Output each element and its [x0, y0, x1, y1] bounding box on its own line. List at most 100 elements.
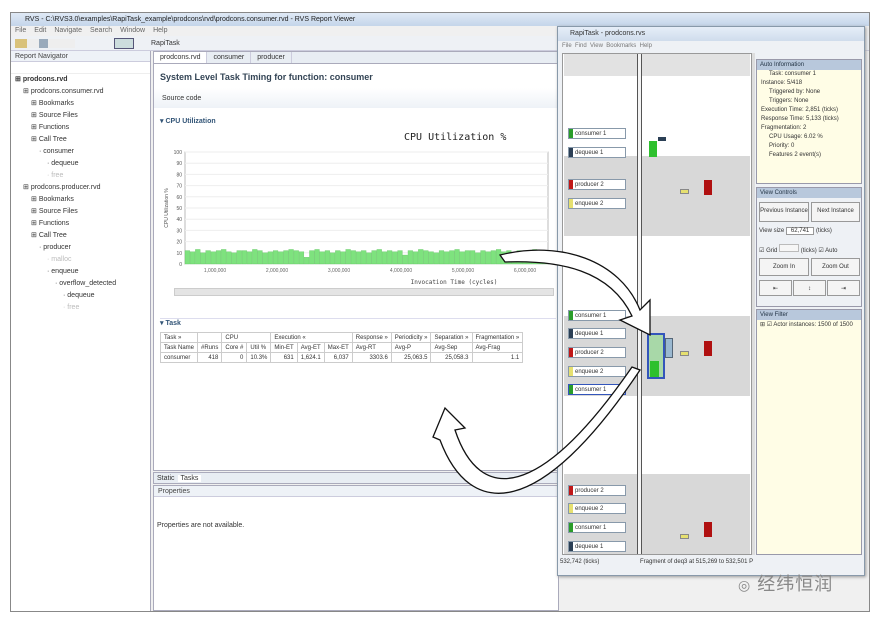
tree-item[interactable]: · free	[63, 304, 80, 311]
previous-instance-button[interactable]: Previous Instance	[759, 202, 809, 222]
auto-info-line: Response Time: 5,133 (ticks)	[761, 116, 839, 122]
actor-instances-filter[interactable]: ⊞ ☑ Actor instances: 1500 of 1500	[760, 322, 853, 328]
enqueue-block[interactable]	[680, 351, 689, 356]
view-filter-panel: View Filter ⊞ ☑ Actor instances: 1500 of…	[756, 309, 862, 555]
actor-label[interactable]: dequeue 1	[568, 328, 626, 339]
dequeue-block[interactable]	[658, 137, 666, 141]
tree-item[interactable]: · malloc	[47, 256, 72, 263]
tab-producer[interactable]: producer	[251, 52, 292, 63]
layout-toggle-button[interactable]	[114, 38, 134, 49]
menu-file[interactable]: File	[15, 27, 27, 34]
chart-horizontal-scrollbar[interactable]	[174, 288, 554, 296]
cpu-section-label: CPU Utilization	[165, 118, 216, 125]
tree-item[interactable]: ⊞ Call Tree	[31, 232, 67, 239]
grid-checkbox[interactable]: ☑	[759, 248, 765, 254]
actor-label[interactable]: producer 2	[568, 485, 626, 496]
producer-block[interactable]	[704, 341, 712, 356]
menu-navigate[interactable]: Navigate	[54, 27, 82, 34]
menu-help[interactable]: Help	[639, 43, 652, 49]
editor: prodcons.rvd consumer producer System Le…	[153, 51, 559, 471]
task-section[interactable]: ▾ Task	[160, 318, 556, 327]
actor-label[interactable]: producer 2	[568, 179, 626, 190]
cpu-utilization-section[interactable]: ▾ CPU Utilization	[160, 118, 216, 125]
tree-item[interactable]: ⊞ Bookmarks	[31, 196, 74, 203]
menu-file[interactable]: File	[562, 43, 572, 49]
perspective-rapitask[interactable]: RapiTask	[151, 40, 180, 47]
actor-label[interactable]: enqueue 2	[568, 198, 626, 209]
consumer-execution-block[interactable]	[649, 141, 657, 157]
grid-size-input[interactable]	[779, 244, 800, 252]
toolbar-icons[interactable]	[15, 39, 75, 48]
cpu-bar	[257, 250, 263, 265]
menu-window[interactable]: Window	[120, 27, 146, 34]
tree-item[interactable]: · consumer	[39, 148, 75, 155]
actor-label[interactable]: dequeue 1	[568, 541, 626, 552]
tree-item[interactable]: ⊞ Functions	[31, 220, 70, 227]
cpu-bar	[298, 251, 305, 265]
y-tick-label: 90	[176, 161, 182, 167]
actor-label[interactable]: dequeue 1	[568, 147, 626, 158]
tree-item[interactable]: ⊞ Functions	[31, 124, 70, 131]
actor-label[interactable]: consumer 1	[568, 522, 626, 533]
cpu-bar	[293, 250, 299, 265]
actor-label[interactable]: enqueue 2	[568, 366, 626, 377]
cpu-bar	[252, 249, 258, 265]
x-axis-label: Invocation Time (cycles)	[411, 279, 498, 286]
actor-label[interactable]: consumer 1	[568, 310, 626, 321]
cpu-bar	[340, 251, 346, 265]
enqueue-block[interactable]	[680, 534, 689, 539]
zoom-in-button[interactable]: Zoom In	[759, 258, 809, 276]
menu-bookmarks[interactable]: Bookmarks	[606, 43, 637, 49]
tree-item[interactable]: · dequeue	[47, 160, 79, 167]
auto-info-line: CPU Usage: 6.02 %	[769, 134, 823, 140]
tab-tasks[interactable]: Tasks	[177, 475, 202, 482]
tree-item[interactable]: ⊞ Source Files	[31, 112, 78, 119]
enqueue-block[interactable]	[680, 189, 689, 194]
timeline-scrollbar[interactable]	[752, 53, 755, 555]
source-code-toggle[interactable]: Source code	[162, 95, 202, 102]
view-size-input[interactable]: 62,741	[785, 227, 815, 235]
cpu-bar	[278, 251, 284, 265]
tab-consumer[interactable]: consumer	[207, 52, 252, 63]
producer-block[interactable]	[704, 180, 712, 195]
actor-color-swatch	[569, 385, 573, 394]
table-cell: 631	[270, 352, 298, 363]
producer-block[interactable]	[704, 522, 712, 537]
align-start-button[interactable]: ⇤	[759, 280, 792, 296]
tree-item[interactable]: ⊞ Call Tree	[31, 136, 67, 143]
table-row[interactable]: consumer 418 0 10.3% 631 1,624.1 6,037 3303.6 25…	[159, 352, 524, 363]
tree-item[interactable]: ⊞ Source Files	[31, 208, 78, 215]
cpu-bar	[231, 252, 237, 265]
actor-label[interactable]: consumer 1	[568, 128, 626, 139]
tree-item[interactable]: ⊞ prodcons.consumer.rvd	[23, 88, 104, 95]
zoom-out-button[interactable]: Zoom Out	[811, 258, 860, 276]
tree-item[interactable]: · producer	[39, 244, 71, 251]
dequeue-block[interactable]	[665, 338, 673, 358]
actor-label[interactable]: producer 2	[568, 347, 626, 358]
menu-search[interactable]: Search	[89, 27, 113, 34]
actor-label-text: enqueue 2	[575, 369, 604, 375]
tree-item[interactable]: ⊞ Bookmarks	[31, 100, 74, 107]
tree-item-label: Functions	[38, 124, 70, 131]
navigator-tree: ⊞ prodcons.rvd ⊞ prodcons.consumer.rvd ⊞ B…	[11, 74, 150, 314]
menu-help[interactable]: Help	[153, 27, 168, 34]
menu-edit[interactable]: Edit	[34, 27, 47, 34]
auto-checkbox[interactable]: ☑	[818, 248, 824, 254]
timeline-view[interactable]: consumer 1 dequeue 1 producer 2 enqueue 2 co…	[562, 53, 752, 555]
cpu-bar	[262, 252, 268, 265]
tree-item[interactable]: · overflow_detected	[55, 280, 117, 287]
tree-item[interactable]: ⊞ prodcons.rvd	[15, 76, 68, 83]
menu-find[interactable]: Find	[575, 43, 587, 49]
tree-item[interactable]: ⊞ prodcons.producer.rvd	[23, 184, 101, 191]
tree-item[interactable]: · free	[47, 172, 64, 179]
align-end-button[interactable]: ⇥	[827, 280, 860, 296]
align-center-button[interactable]: ↕	[793, 280, 826, 296]
menu-view[interactable]: View	[590, 43, 603, 49]
consumer-execution-block[interactable]	[650, 361, 659, 377]
tree-item[interactable]: · enqueue	[47, 268, 79, 275]
tree-item[interactable]: · dequeue	[63, 292, 95, 299]
actor-label[interactable]: enqueue 2	[568, 503, 626, 514]
next-instance-button[interactable]: Next Instance	[811, 202, 860, 222]
tab-static[interactable]: Static	[157, 475, 175, 482]
tab-prodcons[interactable]: prodcons.rvd	[154, 52, 208, 63]
